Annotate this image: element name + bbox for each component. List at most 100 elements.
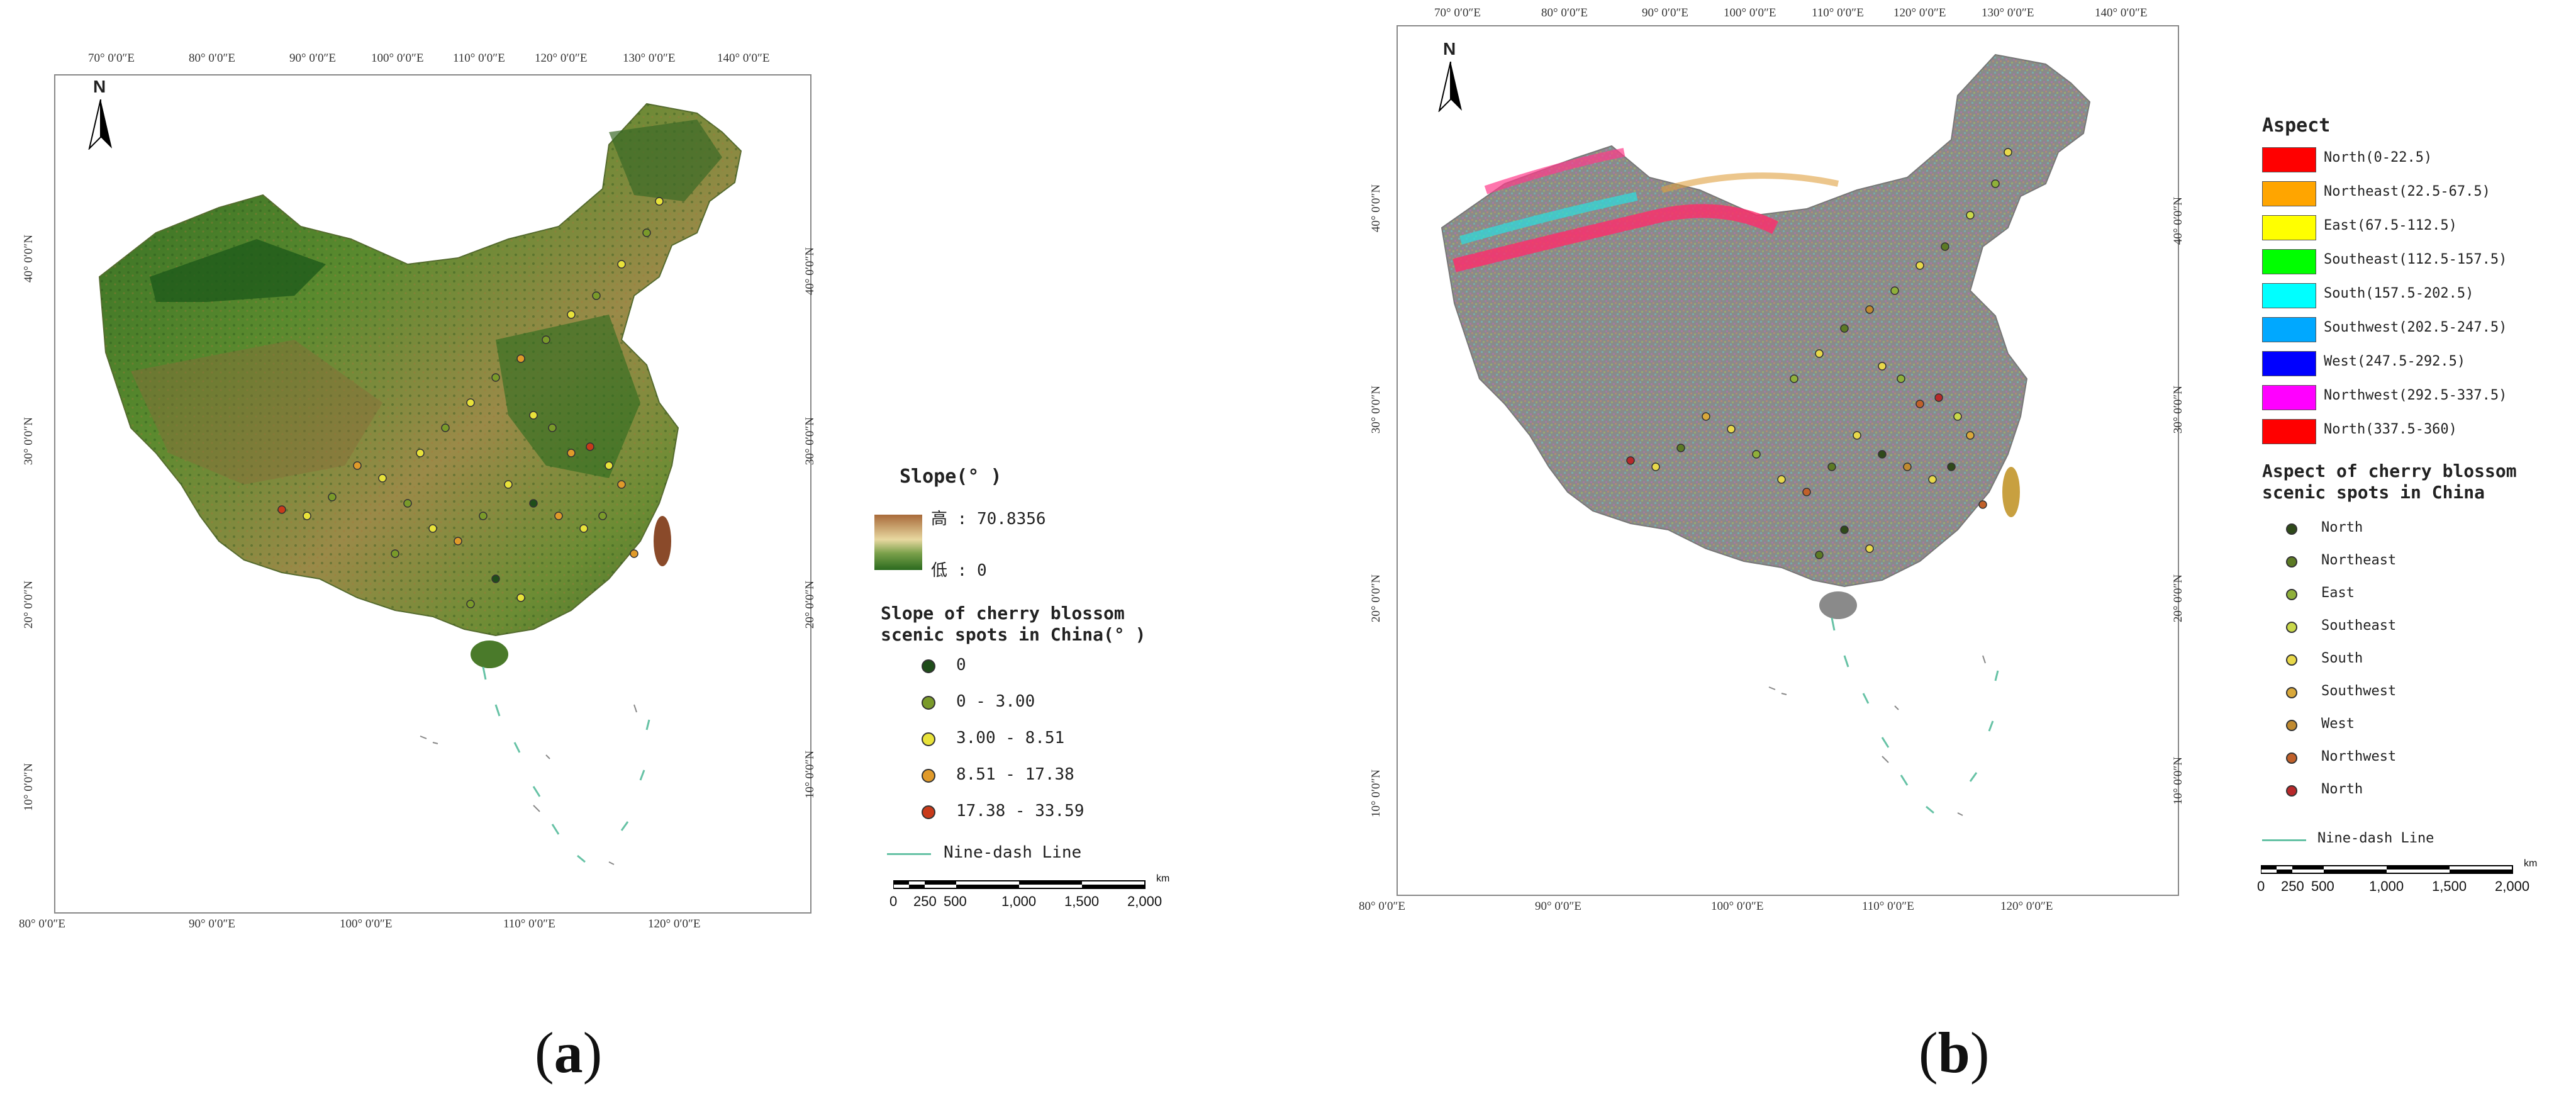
tick-left-b-2: 20° 0′0″N <box>1369 574 1383 623</box>
aspect-dot-3 <box>2286 622 2297 633</box>
tick-right-a-3: 10° 0′0″N <box>803 750 817 799</box>
tick-right-b-0: 40° 0′0″N <box>2172 196 2185 245</box>
tick-right-a-0: 40° 0′0″N <box>803 247 817 296</box>
nine-dash-line-swatch-a <box>887 853 931 855</box>
tick-bottom-b-2: 100° 0′0″E <box>1711 900 1764 913</box>
tick-top-a-6: 130° 0′0″E <box>623 52 676 65</box>
north-arrow-icon <box>1438 62 1462 112</box>
aspect-dot-0 <box>2286 523 2297 535</box>
aspect-swatch-3 <box>2262 249 2316 274</box>
aspect-point-7: Northwest <box>2321 749 2397 764</box>
legend-dot-a-3 <box>922 769 935 783</box>
aspect-point-3: Southeast <box>2321 618 2397 634</box>
aspect-point-2: East <box>2321 585 2355 601</box>
scale-label-b-5: 2,000 <box>2495 878 2530 894</box>
legend-dot-a-0 <box>922 659 935 673</box>
tick-bottom-a-3: 110° 0′0″E <box>503 917 555 931</box>
nine-dash-line-swatch-b <box>2262 839 2306 841</box>
scale-label-b-3: 1,000 <box>2369 878 2404 894</box>
scale-label-a-3: 1,000 <box>1001 893 1037 909</box>
scale-label-b-2: 500 <box>2311 878 2334 894</box>
legend-class-a-3: 8.51 - 17.38 <box>956 765 1074 784</box>
scale-bar-a <box>893 880 1146 889</box>
aspect-class-4: South(157.5-202.5) <box>2324 286 2474 301</box>
tick-left-a-2: 20° 0′0″N <box>22 580 36 629</box>
tick-bottom-a-2: 100° 0′0″E <box>340 917 393 931</box>
tick-top-a-5: 120° 0′0″E <box>535 52 588 65</box>
scale-unit-b: km <box>2524 858 2538 869</box>
tick-right-b-1: 30° 0′0″N <box>2172 385 2185 434</box>
aspect-swatch-1 <box>2262 181 2316 206</box>
aspect-swatch-7 <box>2262 385 2316 410</box>
aspect-class-0: North(0-22.5) <box>2324 150 2433 165</box>
legend-title-b: Aspect <box>2262 115 2331 137</box>
tick-top-b-4: 110° 0′0″E <box>1812 6 1864 20</box>
slope-gradient-swatch <box>874 515 922 570</box>
tick-left-b-1: 30° 0′0″N <box>1369 385 1383 434</box>
tick-top-b-3: 100° 0′0″E <box>1724 6 1776 20</box>
legend-line-b: Nine-dash Line <box>2317 831 2434 846</box>
north-label-b: N <box>1443 39 1456 59</box>
aspect-dot-7 <box>2286 752 2297 764</box>
aspect-class-2: East(67.5-112.5) <box>2324 218 2457 233</box>
aspect-dot-5 <box>2286 687 2297 698</box>
tick-top-a-4: 110° 0′0″E <box>453 52 505 65</box>
aspect-dot-1 <box>2286 556 2297 568</box>
scale-label-a-5: 2,000 <box>1127 893 1163 909</box>
legend-points-title-a: Slope of cherry blossom scenic spots in … <box>881 603 1146 645</box>
tick-top-b-6: 130° 0′0″E <box>1982 6 2034 20</box>
legend-low-a: 低 : 0 <box>931 561 987 580</box>
aspect-class-8: North(337.5-360) <box>2324 422 2457 437</box>
aspect-point-0: North <box>2321 520 2363 535</box>
tick-left-a-1: 30° 0′0″N <box>22 417 36 466</box>
tick-bottom-a-4: 120° 0′0″E <box>648 917 701 931</box>
legend-class-a-1: 0 - 3.00 <box>956 692 1035 711</box>
legend-dot-a-2 <box>922 732 935 746</box>
tick-top-a-7: 140° 0′0″E <box>717 52 770 65</box>
aspect-class-5: Southwest(202.5-247.5) <box>2324 320 2507 335</box>
aspect-dot-2 <box>2286 589 2297 600</box>
scale-bar-b <box>2261 865 2513 874</box>
tick-top-a-3: 100° 0′0″E <box>371 52 424 65</box>
north-arrow-icon <box>88 99 112 150</box>
tick-bottom-b-3: 110° 0′0″E <box>1862 900 1914 913</box>
aspect-class-1: Northeast(22.5-67.5) <box>2324 184 2490 199</box>
legend-points-title-b: Aspect of cherry blossom scenic spots in… <box>2262 461 2517 503</box>
legend-high-a: 高 : 70.8356 <box>931 510 1046 529</box>
tick-top-b-1: 80° 0′0″E <box>1541 6 1588 20</box>
tick-bottom-a-1: 90° 0′0″E <box>189 917 236 931</box>
tick-bottom-b-0: 80° 0′0″E <box>1359 900 1406 913</box>
panel-label-a: (a) <box>535 1021 603 1085</box>
tick-top-b-7: 140° 0′0″E <box>2095 6 2148 20</box>
legend-dot-a-1 <box>922 696 935 710</box>
tick-top-b-5: 120° 0′0″E <box>1893 6 1946 20</box>
aspect-dot-4 <box>2286 654 2297 666</box>
legend-class-a-4: 17.38 - 33.59 <box>956 802 1084 820</box>
aspect-class-6: West(247.5-292.5) <box>2324 354 2466 369</box>
tick-right-b-2: 20° 0′0″N <box>2172 574 2185 623</box>
aspect-dot-6 <box>2286 720 2297 731</box>
tick-bottom-b-4: 120° 0′0″E <box>2000 900 2053 913</box>
tick-bottom-a-0: 80° 0′0″E <box>19 917 66 931</box>
scale-label-a-2: 500 <box>944 893 967 909</box>
tick-left-a-0: 40° 0′0″N <box>22 234 36 283</box>
scale-label-b-1: 250 <box>2281 878 2304 894</box>
legend-class-a-2: 3.00 - 8.51 <box>956 729 1065 747</box>
tick-left-b-0: 40° 0′0″N <box>1369 184 1383 233</box>
aspect-swatch-2 <box>2262 215 2316 240</box>
slope-map-a <box>98 103 742 865</box>
aspect-point-1: Northeast <box>2321 552 2397 568</box>
legend-line-a: Nine-dash Line <box>944 843 1082 862</box>
aspect-swatch-0 <box>2262 147 2316 172</box>
legend-title-a: Slope(° ) <box>900 466 1002 488</box>
scale-label-b-4: 1,500 <box>2432 878 2467 894</box>
tick-left-b-3: 10° 0′0″N <box>1369 769 1383 818</box>
aspect-dot-8 <box>2286 785 2297 797</box>
aspect-swatch-8 <box>2262 419 2316 444</box>
aspect-swatch-4 <box>2262 283 2316 308</box>
aspect-point-4: South <box>2321 651 2363 666</box>
north-label-a: N <box>93 77 106 96</box>
aspect-point-8: North <box>2321 781 2363 797</box>
aspect-class-7: Northwest(292.5-337.5) <box>2324 388 2507 403</box>
aspect-point-6: West <box>2321 716 2355 732</box>
